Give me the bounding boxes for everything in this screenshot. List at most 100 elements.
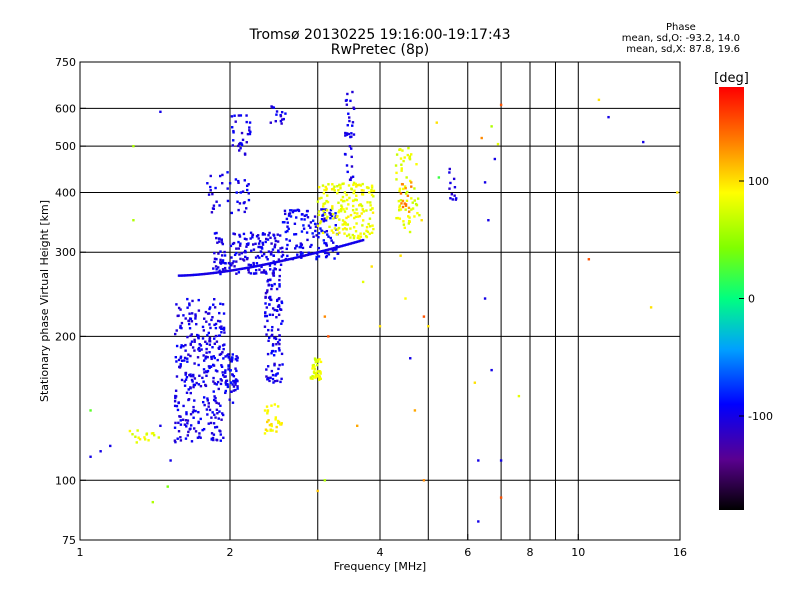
data-point xyxy=(271,248,275,251)
data-points xyxy=(89,90,679,523)
data-point xyxy=(249,237,252,240)
data-point xyxy=(281,253,285,257)
y-tick-label: 200 xyxy=(55,330,76,343)
data-point xyxy=(193,349,196,352)
data-point xyxy=(203,272,207,276)
data-point xyxy=(347,132,351,136)
data-point xyxy=(284,112,287,115)
data-point xyxy=(239,114,243,117)
data-point xyxy=(89,409,92,412)
data-point xyxy=(275,113,278,116)
data-point xyxy=(362,232,366,235)
data-point xyxy=(220,327,223,330)
data-point xyxy=(226,385,230,389)
data-point xyxy=(199,417,202,421)
x-tick-label: 4 xyxy=(377,546,384,559)
data-point xyxy=(187,353,190,356)
data-point xyxy=(278,334,281,337)
data-point xyxy=(271,325,274,329)
data-point xyxy=(404,192,408,195)
data-point xyxy=(247,198,251,202)
data-point xyxy=(219,262,223,265)
data-point xyxy=(226,171,229,174)
data-point xyxy=(362,210,365,213)
data-point xyxy=(281,118,284,121)
data-point xyxy=(251,265,254,269)
data-point xyxy=(282,259,285,262)
data-point xyxy=(273,262,277,266)
data-point xyxy=(496,142,500,146)
data-point xyxy=(182,274,185,277)
data-point xyxy=(278,268,282,272)
data-point xyxy=(354,182,358,186)
data-point xyxy=(352,236,356,240)
data-point xyxy=(314,373,318,376)
data-point xyxy=(305,209,309,213)
data-point xyxy=(286,221,289,224)
data-point xyxy=(198,343,201,346)
data-point xyxy=(277,347,281,350)
data-point xyxy=(323,315,327,318)
data-point xyxy=(183,356,187,360)
data-point xyxy=(237,144,240,148)
data-point xyxy=(189,334,192,338)
data-point xyxy=(359,184,363,187)
data-point xyxy=(176,437,179,440)
data-point xyxy=(299,253,303,256)
data-point xyxy=(317,185,321,189)
data-point xyxy=(407,210,411,213)
data-point xyxy=(215,231,218,235)
data-point xyxy=(490,368,493,372)
data-point xyxy=(415,203,419,207)
data-point xyxy=(352,241,356,244)
data-point xyxy=(169,459,172,462)
data-point xyxy=(410,185,413,188)
data-point xyxy=(358,237,361,240)
data-point xyxy=(307,224,311,227)
data-point xyxy=(337,210,340,214)
data-point xyxy=(189,374,193,378)
data-point xyxy=(323,213,327,216)
data-point xyxy=(193,399,196,402)
data-point xyxy=(346,243,349,246)
data-point xyxy=(220,241,224,244)
data-point xyxy=(128,429,132,433)
data-point xyxy=(323,249,326,252)
data-point xyxy=(226,199,230,203)
data-point xyxy=(361,182,364,186)
data-point xyxy=(317,232,321,235)
data-point xyxy=(400,163,403,166)
data-point xyxy=(279,260,282,263)
data-point xyxy=(351,241,354,245)
data-point xyxy=(280,421,283,425)
data-point xyxy=(325,248,328,252)
data-point xyxy=(271,373,275,377)
data-point xyxy=(177,274,181,277)
data-point xyxy=(254,272,258,275)
data-point xyxy=(192,375,195,378)
data-point xyxy=(319,360,323,364)
data-point xyxy=(267,339,270,343)
data-point xyxy=(212,303,215,306)
data-point xyxy=(180,359,184,362)
data-point xyxy=(265,333,268,336)
data-point xyxy=(210,272,213,275)
data-point xyxy=(345,207,348,210)
data-point xyxy=(333,185,336,188)
data-point xyxy=(269,236,272,240)
data-point xyxy=(239,141,242,145)
data-point xyxy=(341,244,345,247)
data-point xyxy=(243,210,246,214)
data-point xyxy=(220,254,224,257)
data-point xyxy=(181,418,185,421)
data-point xyxy=(216,380,220,384)
data-point xyxy=(359,235,363,238)
data-point xyxy=(191,299,194,303)
data-point xyxy=(249,130,252,134)
data-point xyxy=(340,198,343,202)
data-point xyxy=(597,98,601,102)
data-point xyxy=(208,307,211,311)
data-point xyxy=(221,173,224,177)
data-point xyxy=(320,196,323,200)
data-point xyxy=(182,404,185,408)
